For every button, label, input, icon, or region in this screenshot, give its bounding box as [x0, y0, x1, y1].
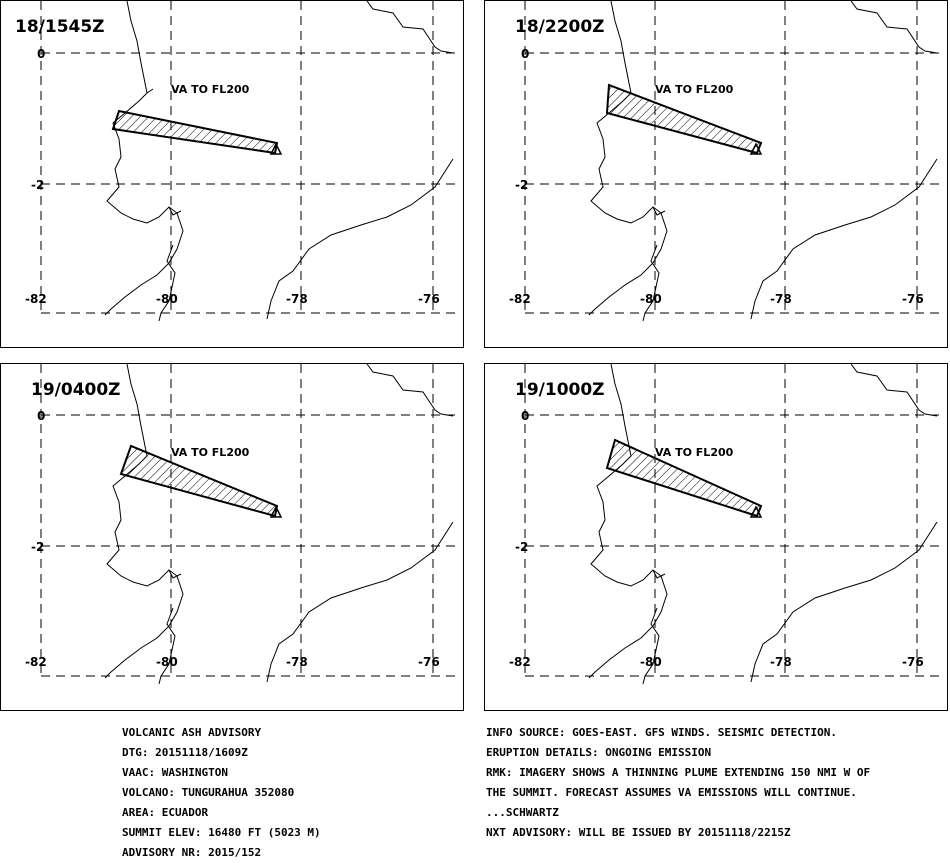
advisory-line-summit: SUMMIT ELEV: 16480 FT (5023 M) — [122, 826, 321, 839]
map-canvas — [40, 1, 456, 322]
advisory-line-area: AREA: ECUADOR — [122, 806, 209, 819]
plume-label: VA TO FL200 — [655, 83, 734, 96]
ash-plume-area — [605, 438, 763, 518]
advisory-line-vaac: VAAC: WASHINGTON — [122, 766, 228, 779]
map-panel-1: 18/1545Z VA TO FL200 0 -2 -82 -80 -78 -7… — [0, 0, 464, 348]
lon-tick-82: -82 — [25, 655, 47, 669]
advisory-line-eruption: ERUPTION DETAILS: ONGOING EMISSION — [486, 746, 712, 759]
lon-tick-80: -80 — [640, 292, 662, 306]
panel-title: 19/1000Z — [515, 380, 605, 400]
map-canvas — [524, 1, 940, 322]
coastline — [104, 364, 454, 685]
lat-tick-0: 0 — [37, 409, 46, 423]
lon-tick-82: -82 — [509, 292, 531, 306]
lon-tick-76: -76 — [902, 655, 924, 669]
lon-tick-76: -76 — [418, 655, 440, 669]
lon-tick-82: -82 — [509, 655, 531, 669]
lat-tick-0: 0 — [37, 47, 46, 61]
lon-tick-78: -78 — [770, 655, 792, 669]
map-canvas — [40, 364, 456, 685]
plume-label: VA TO FL200 — [171, 83, 250, 96]
advisory-line-info-source: INFO SOURCE: GOES-EAST. GFS WINDS. SEISM… — [486, 726, 837, 739]
grid-lines — [524, 1, 940, 314]
grid-lines — [40, 364, 456, 677]
grid-lines — [524, 364, 940, 677]
advisory-right-block: INFO SOURCE: GOES-EAST. GFS WINDS. SEISM… — [486, 718, 870, 848]
advisory-line-next: NXT ADVISORY: WILL BE ISSUED BY 20151118… — [486, 826, 791, 839]
lon-tick-78: -78 — [286, 292, 308, 306]
panel-title: 19/0400Z — [31, 380, 121, 400]
lat-tick-minus2: -2 — [515, 178, 529, 192]
coastline — [104, 1, 454, 322]
plume-label: VA TO FL200 — [655, 446, 734, 459]
lat-tick-0: 0 — [521, 47, 530, 61]
volcano-symbol — [749, 142, 763, 155]
lat-tick-minus2: -2 — [31, 540, 45, 554]
lon-tick-76: -76 — [418, 292, 440, 306]
ash-plume-area — [119, 444, 279, 518]
volcano-symbol — [269, 505, 283, 518]
map-panel-2: 18/2200Z VA TO FL200 0 -2 -82 -80 -78 -7… — [484, 0, 948, 348]
lon-tick-80: -80 — [640, 655, 662, 669]
map-canvas — [524, 364, 940, 685]
panel-title: 18/2200Z — [515, 17, 605, 37]
map-panel-3: 19/0400Z VA TO FL200 0 -2 -82 -80 -78 -7… — [0, 363, 464, 711]
lon-tick-76: -76 — [902, 292, 924, 306]
lon-tick-78: -78 — [770, 292, 792, 306]
volcano-symbol — [749, 505, 763, 518]
lon-tick-82: -82 — [25, 292, 47, 306]
grid-lines — [40, 1, 456, 314]
lat-tick-minus2: -2 — [31, 178, 45, 192]
advisory-line-title: VOLCANIC ASH ADVISORY — [122, 726, 262, 739]
lon-tick-80: -80 — [156, 655, 178, 669]
advisory-line-remark-1: RMK: IMAGERY SHOWS A THINNING PLUME EXTE… — [486, 766, 871, 779]
coastline — [588, 364, 938, 685]
volcano-symbol — [269, 142, 283, 155]
advisory-line-volcano: VOLCANO: TUNGURAHUA 352080 — [122, 786, 295, 799]
lat-tick-minus2: -2 — [515, 540, 529, 554]
ash-plume-area — [605, 83, 763, 155]
lon-tick-78: -78 — [286, 655, 308, 669]
advisory-left-block: VOLCANIC ASH ADVISORY DTG: 20151118/1609… — [122, 718, 321, 868]
lon-tick-80: -80 — [156, 292, 178, 306]
ash-plume-area — [111, 109, 279, 155]
coastline — [588, 1, 938, 322]
map-panel-4: 19/1000Z VA TO FL200 0 -2 -82 -80 -78 -7… — [484, 363, 948, 711]
advisory-line-dtg: DTG: 20151118/1609Z — [122, 746, 248, 759]
advisory-line-signature: ...SCHWARTZ — [486, 806, 559, 819]
advisory-line-remark-2: THE SUMMIT. FORECAST ASSUMES VA EMISSION… — [486, 786, 857, 799]
panel-title: 18/1545Z — [15, 17, 105, 37]
advisory-line-number: ADVISORY NR: 2015/152 — [122, 846, 262, 859]
lat-tick-0: 0 — [521, 409, 530, 423]
plume-label: VA TO FL200 — [171, 446, 250, 459]
